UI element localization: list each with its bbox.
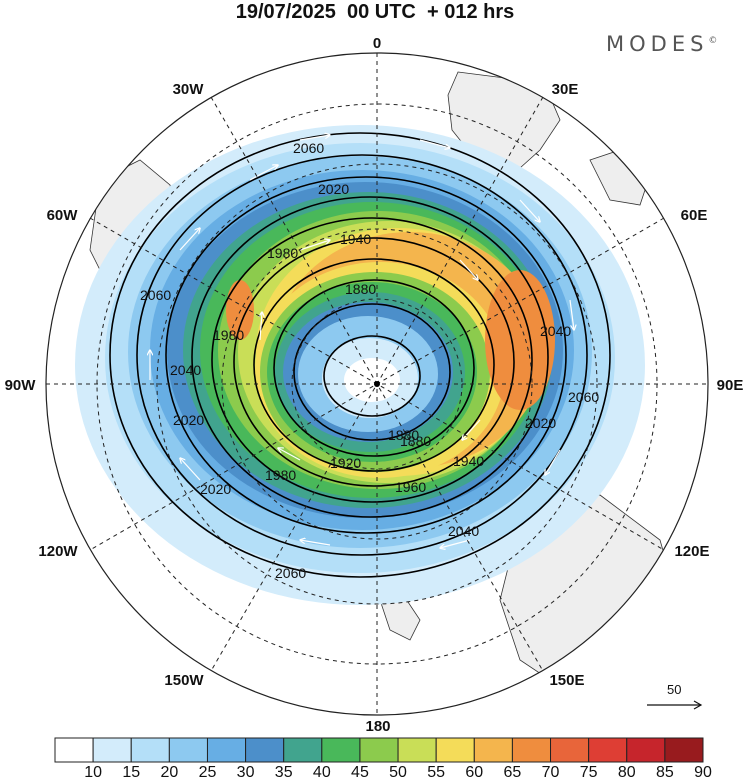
lon-label-60w: 60W: [47, 207, 79, 224]
colorbar-swatch: [550, 737, 590, 763]
map-title: 19/07/2025 00 UTC + 012 hrs: [235, 1, 515, 23]
contour-label: 1980: [213, 327, 244, 343]
lon-label-90w: 90W: [5, 377, 37, 394]
lon-label-90e: 90E: [717, 377, 744, 394]
lon-label-150e: 150E: [549, 672, 584, 689]
contour-label: 2040: [170, 362, 201, 378]
contour-label: 1940: [340, 231, 371, 247]
brand-logo: MODES©: [606, 32, 718, 56]
contour-label: 1920: [330, 455, 361, 471]
contour-label: 1940: [453, 453, 484, 469]
pole-marker: [374, 381, 380, 387]
colorbar-swatch: [168, 737, 208, 763]
contour-label: 1880: [345, 281, 376, 297]
colorbar-swatch: [588, 737, 628, 763]
colorbar-tick-label: 55: [427, 764, 446, 781]
colorbar-tick-label: 85: [655, 764, 674, 781]
contour-label: 2060: [140, 287, 171, 303]
colorbar-tick-label: 45: [351, 764, 369, 781]
contour-label: 1960: [395, 479, 426, 495]
contour-label: 2060: [293, 140, 324, 156]
wind-vectors: [150, 135, 574, 548]
colorbar-swatch: [626, 737, 666, 763]
contour-label: 2040: [540, 323, 571, 339]
colorbar-tick-label: 40: [312, 764, 331, 781]
colorbar-tick-label: 15: [122, 764, 141, 781]
contour-label: 2040: [448, 523, 479, 539]
colorbar-tick-label: 20: [160, 764, 179, 781]
colorbar-swatch: [245, 737, 285, 763]
contour-labels: 2060 2020 1940 1980 1880 2040 2020 2060 …: [140, 140, 599, 581]
colorbar-swatch: [435, 737, 475, 763]
colorbar-tick-label: 30: [236, 764, 255, 781]
contour-label: 1980: [267, 245, 298, 261]
colorbar-swatch: [54, 737, 94, 763]
map-boundary: [45, 52, 709, 716]
colorbar-tick-label: 60: [465, 764, 484, 781]
contour-label: 2020: [525, 415, 556, 431]
colorbar-swatch: [473, 737, 513, 763]
reference-vector-arrow: [647, 700, 703, 710]
colorbar-swatch: [283, 737, 323, 763]
colorbar-swatch: [92, 737, 132, 763]
colorbar-swatch: [664, 737, 704, 763]
lon-label-0: 0: [373, 35, 381, 52]
colorbar-tick-label: 65: [503, 764, 522, 781]
lon-label-120w: 120W: [38, 543, 78, 560]
polar-map: 2060 2020 1940 1980 1880 2040 2020 2060 …: [5, 35, 744, 735]
contour-label: 2060: [568, 389, 599, 405]
lon-label-120e: 120E: [674, 543, 709, 560]
colorbar-tick-label: 25: [198, 764, 217, 781]
colorbar-tick-label: 80: [617, 764, 636, 781]
colorbar-tick-label: 75: [579, 764, 598, 781]
colorbar-swatch: [511, 737, 552, 763]
contour-label: 2060: [275, 565, 306, 581]
colorbar-tick-label: 70: [541, 764, 560, 781]
reference-vector-label: 50: [667, 682, 682, 697]
contour-label: 2020: [173, 412, 204, 428]
colorbar-tick-label: 10: [84, 764, 103, 781]
colorbar-swatch: [359, 737, 399, 763]
colorbar: [54, 737, 704, 763]
colorbar-swatch: [206, 737, 247, 763]
colorbar-tick-label: 90: [694, 764, 712, 781]
height-contours: [109, 132, 611, 578]
contour-label: 1980: [265, 467, 296, 483]
longitude-labels: 0 30E 60E 90E 120E 150E 180 150W 120W 90…: [5, 35, 744, 735]
contour-label: 1880: [400, 433, 431, 449]
colorbar-tick-label: 50: [389, 764, 407, 781]
colorbar-swatch: [397, 737, 437, 763]
colorbar-swatch: [130, 737, 170, 763]
lon-label-30e: 30E: [552, 81, 579, 98]
colorbar-tick-label: 35: [274, 764, 293, 781]
colorbar-swatch: [321, 737, 361, 763]
contour-label: 2020: [200, 481, 231, 497]
lon-label-180: 180: [365, 718, 390, 735]
lon-label-30w: 30W: [173, 81, 205, 98]
lon-label-150w: 150W: [164, 672, 204, 689]
lon-label-60e: 60E: [681, 207, 708, 224]
contour-label: 2020: [318, 181, 349, 197]
contour-label: 1880: [388, 427, 419, 443]
